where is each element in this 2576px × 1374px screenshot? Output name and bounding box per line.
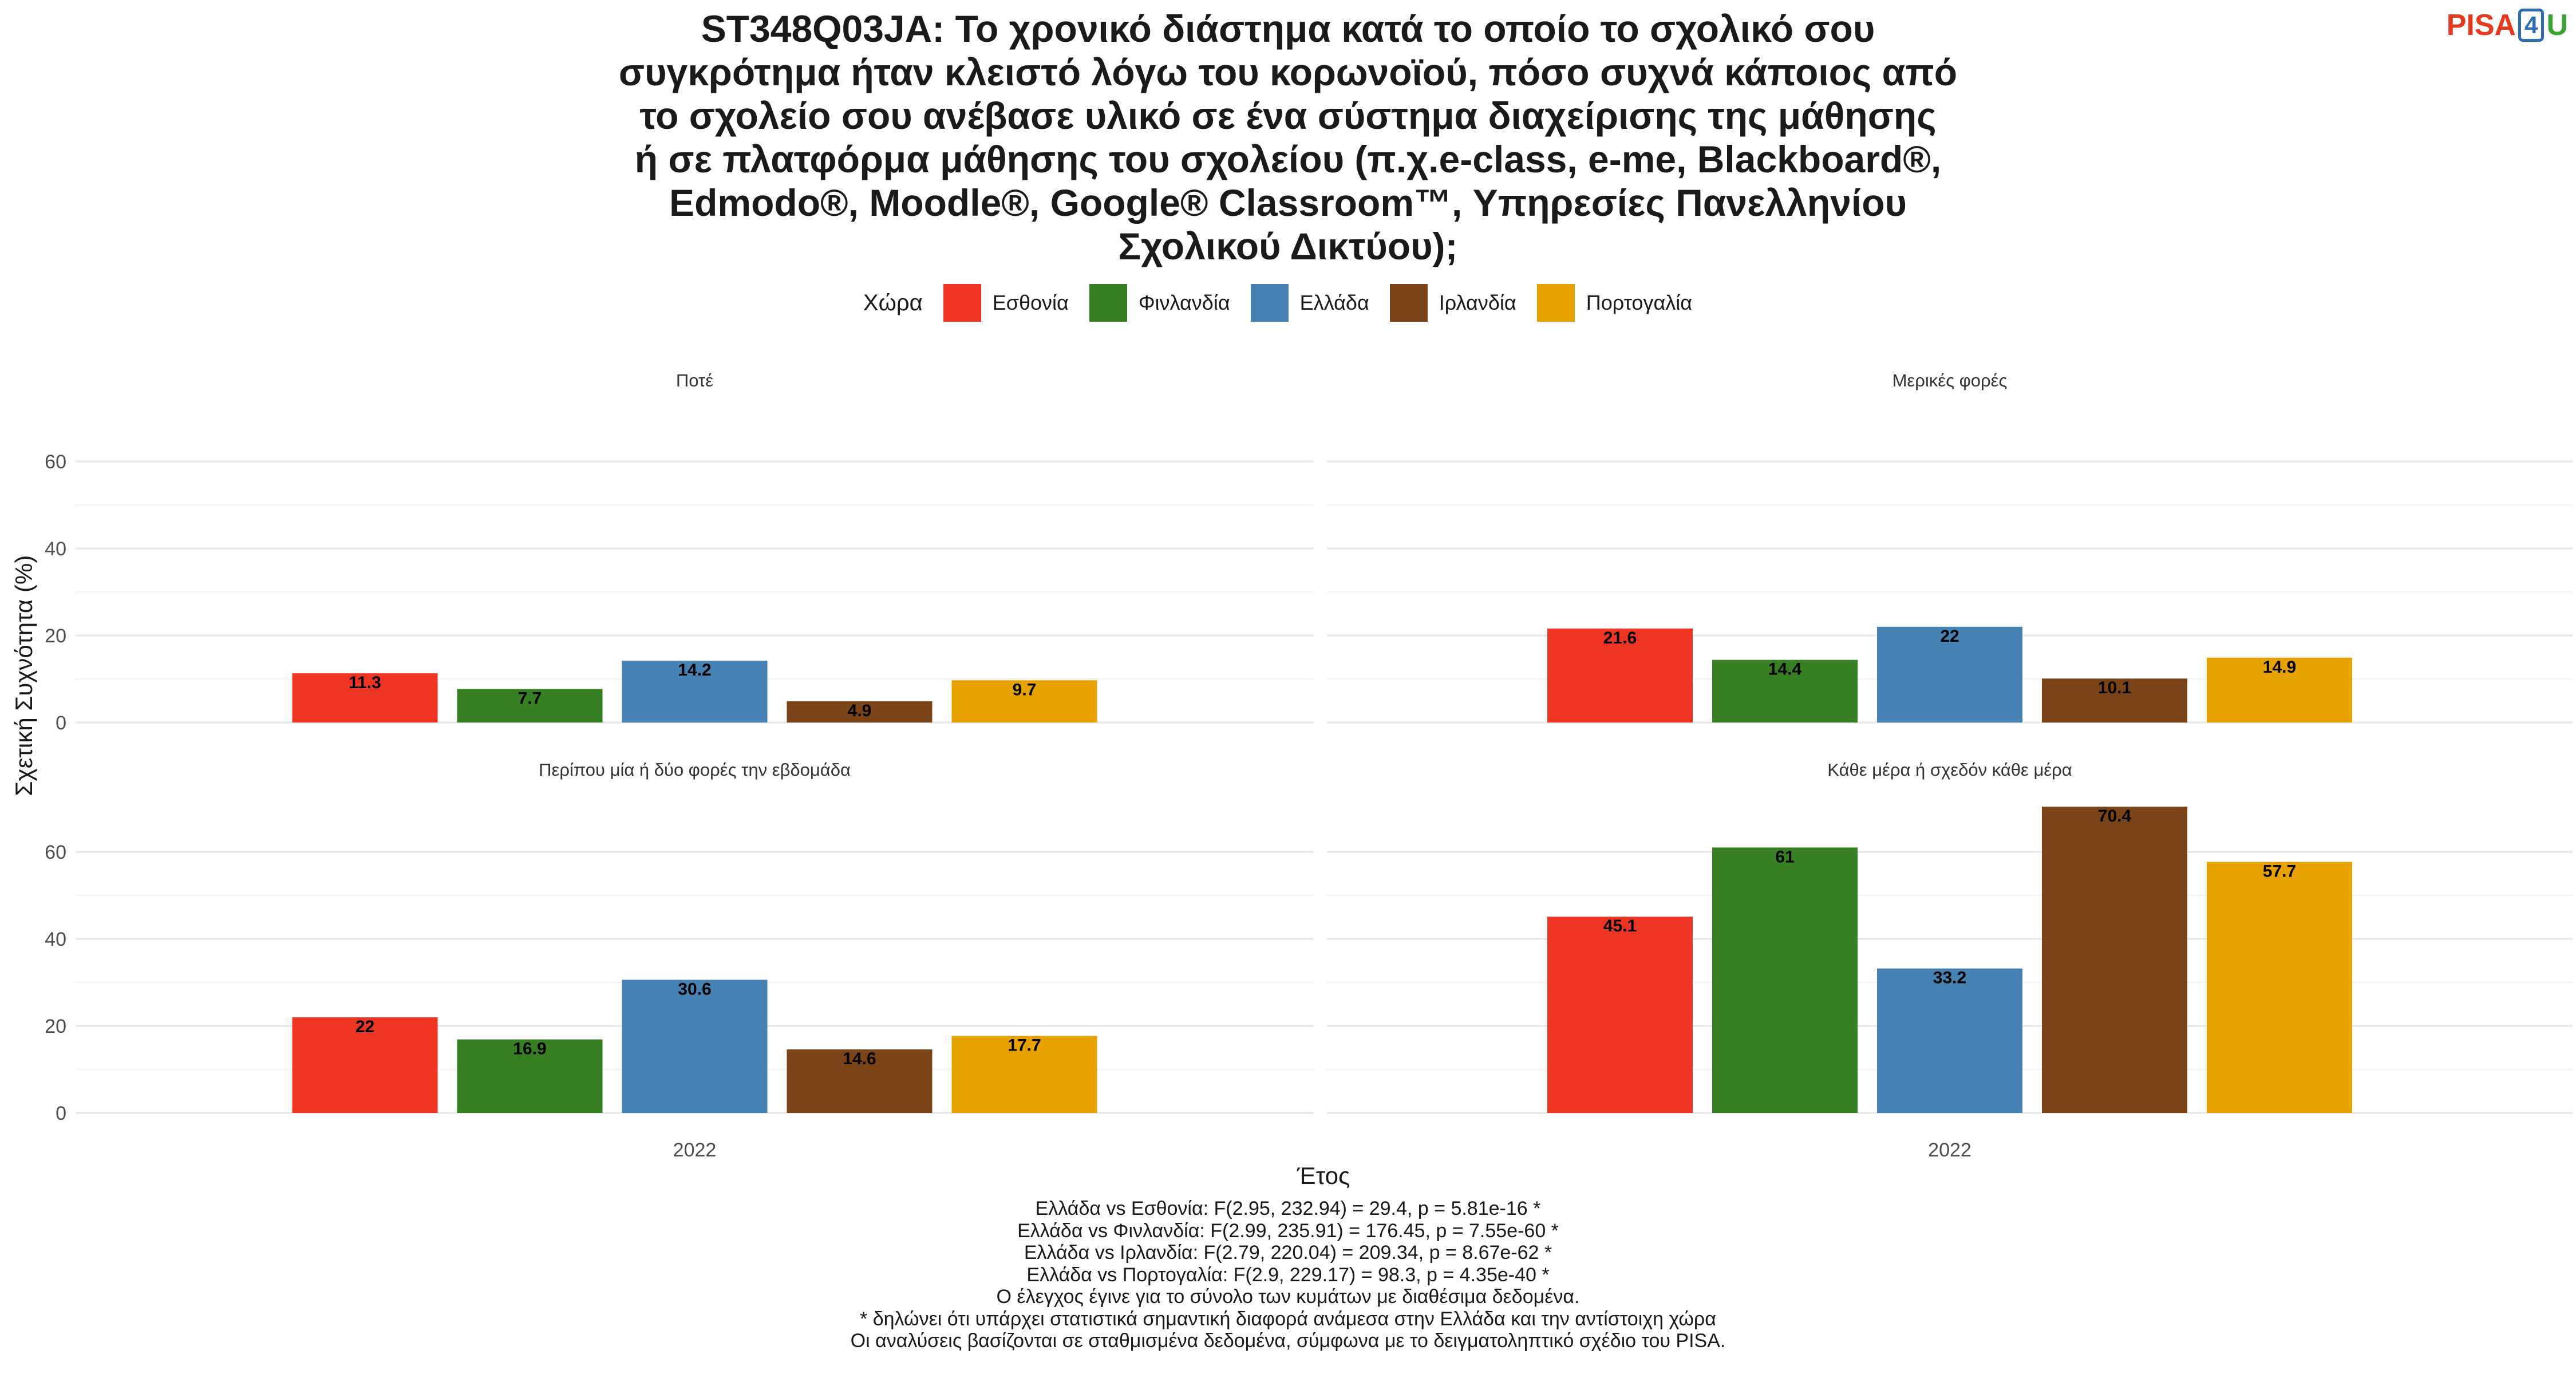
y-tick-label: 0 (56, 1103, 66, 1124)
y-tick-label: 60 (45, 451, 66, 473)
bar (1547, 917, 1693, 1113)
bar (951, 1036, 1097, 1113)
footnote-line: Οι αναλύσεις βασίζονται σε σταθμισμένα δ… (850, 1330, 1726, 1352)
logo-text-u: U (2546, 9, 2568, 42)
bar (787, 1049, 933, 1113)
bar (1712, 660, 1858, 722)
footnote-line: Ελλάδα vs Φινλανδία: F(2.99, 235.91) = 1… (1017, 1219, 1559, 1242)
bar-value-label: 14.6 (843, 1049, 876, 1068)
bar-value-label: 11.3 (349, 673, 381, 692)
legend-swatch (1089, 284, 1127, 322)
x-axis-title: Έτος (1297, 1162, 1350, 1189)
logo-text-four: 4 (2518, 9, 2545, 42)
bar (1547, 628, 1693, 722)
bar-value-label: 4.9 (848, 701, 872, 720)
bar-value-label: 57.7 (2263, 862, 2296, 881)
bar (622, 661, 768, 722)
bar (951, 680, 1097, 722)
legend-item-estonia: Εσθονία (943, 284, 1069, 322)
bar (1877, 626, 2022, 722)
title-line: συγκρότημα ήταν κλειστό λόγω του κορωνοϊ… (618, 51, 1958, 93)
y-axis-title: Σχετική Συχνότητα (%) (10, 555, 37, 796)
legend: Χώρα Εσθονία Φινλανδία Ελλάδα Ιρλανδία Π… (0, 284, 2576, 322)
legend-label: Εσθονία (992, 291, 1069, 314)
legend-label: Πορτογαλία (1586, 291, 1693, 314)
bar (787, 701, 933, 722)
legend-swatch (943, 284, 981, 322)
facet-title: Μερικές φορές (1893, 370, 2008, 390)
y-tick-label: 20 (45, 625, 66, 647)
title-line: Σχολικού Δικτύου); (1118, 225, 1458, 267)
bar-value-label: 7.7 (518, 689, 542, 708)
legend-label: Φινλανδία (1138, 291, 1230, 314)
x-tick-label: 2022 (673, 1139, 717, 1161)
y-tick-label: 60 (45, 842, 66, 863)
bar-value-label: 61 (1775, 847, 1794, 866)
pisa4u-logo: PISA 4 U (2447, 8, 2568, 42)
title-line: ή σε πλατφόρμα μάθησης του σχολείου (π.χ… (634, 138, 1942, 180)
bar-value-label: 33.2 (1933, 969, 1966, 988)
bar (2042, 678, 2187, 722)
bar (1712, 847, 1858, 1113)
bar-value-label: 14.2 (678, 661, 711, 680)
y-tick-label: 40 (45, 929, 66, 950)
bar (622, 980, 768, 1113)
footnotes: Ελλάδα vs Εσθονία: F(2.95, 232.94) = 29.… (0, 1198, 2576, 1352)
legend-item-finland: Φινλανδία (1089, 284, 1230, 322)
bar-value-label: 22 (355, 1017, 374, 1036)
title-line: το σχολείο σου ανέβασε υλικό σε ένα σύστ… (639, 94, 1937, 137)
bar-value-label: 14.9 (2263, 658, 2296, 677)
bar-value-label: 30.6 (678, 980, 711, 998)
legend-item-ireland: Ιρλανδία (1389, 284, 1516, 322)
legend-label: Ιρλανδία (1439, 291, 1516, 314)
bar (292, 1017, 438, 1113)
x-tick-label: 2022 (1928, 1139, 1971, 1161)
bar-value-label: 16.9 (513, 1040, 546, 1059)
legend-title: Χώρα (863, 290, 923, 315)
y-tick-label: 40 (45, 538, 66, 560)
bar-value-label: 9.7 (1013, 680, 1037, 699)
bar-value-label: 70.4 (2098, 807, 2132, 826)
bar-value-label: 10.1 (2098, 678, 2131, 697)
bar-value-label: 14.4 (1768, 660, 1802, 679)
bar-value-label: 21.6 (1603, 629, 1637, 647)
chart-title: ST348Q03JA: Το χρονικό διάστημα κατά το … (544, 7, 2032, 268)
footnote-line: Ελλάδα vs Εσθονία: F(2.95, 232.94) = 29.… (1035, 1198, 1541, 1219)
bar (2207, 657, 2352, 722)
logo-text-pisa: PISA (2446, 9, 2516, 42)
facet-title: Κάθε μέρα ή σχεδόν κάθε μέρα (1827, 760, 2072, 780)
footnote-line: Ελλάδα vs Ιρλανδία: F(2.79, 220.04) = 20… (1024, 1242, 1552, 1264)
facet-title: Περίπου μία ή δύο φορές την εβδομάδα (539, 760, 851, 780)
footnote-line: Ελλάδα vs Πορτογαλία: F(2.9, 229.17) = 9… (1026, 1264, 1550, 1286)
bar-value-label: 22 (1940, 627, 1959, 646)
bar (457, 1039, 603, 1113)
legend-swatch (1536, 284, 1575, 322)
bar-value-label: 45.1 (1603, 917, 1637, 935)
legend-swatch (1250, 284, 1289, 322)
bar (2207, 862, 2352, 1113)
bar (457, 689, 603, 722)
y-tick-label: 20 (45, 1016, 66, 1037)
footnote-line: Ο έλεγχος έγινε για το σύνολο των κυμάτω… (996, 1286, 1580, 1308)
bar (1877, 968, 2022, 1113)
legend-swatch (1389, 284, 1428, 322)
bar (2042, 806, 2187, 1113)
bar-value-label: 17.7 (1008, 1036, 1041, 1055)
bar (292, 673, 438, 722)
legend-label: Ελλάδα (1299, 291, 1369, 314)
y-tick-label: 0 (56, 712, 66, 734)
footnote-line: * δηλώνει ότι υπάρχει στατιστικά σημαντι… (860, 1308, 1716, 1330)
legend-item-portugal: Πορτογαλία (1536, 284, 1693, 322)
title-line: Edmodo®, Moodle®, Google® Classroom™, Υπ… (669, 181, 1907, 224)
legend-item-greece: Ελλάδα (1250, 284, 1369, 322)
facet-title: Ποτέ (676, 370, 713, 390)
title-line: ST348Q03JA: Το χρονικό διάστημα κατά το … (701, 7, 1875, 50)
